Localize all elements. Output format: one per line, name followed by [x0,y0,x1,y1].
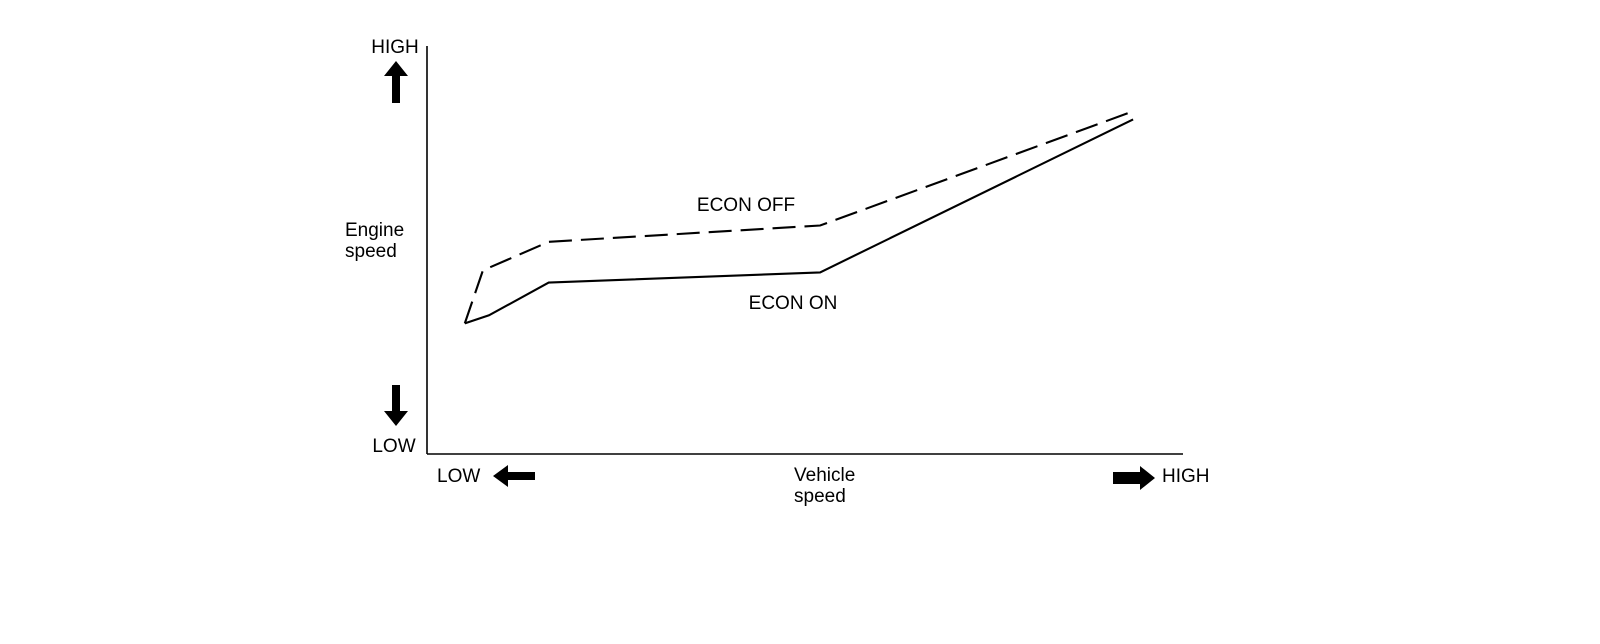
arrow-down-icon [384,385,408,426]
y-axis-title-line-2: speed [345,241,397,262]
series-econ-off-line [463,110,1134,324]
y-axis-low-label: LOW [372,436,415,457]
y-axis-high-label: HIGH [371,37,419,58]
series-econ-on-line [464,118,1134,325]
arrow-left-icon [493,465,535,487]
series-econ-off-label: ECON OFF [697,195,795,216]
series-econ-on-label: ECON ON [749,293,838,314]
x-axis-high-label: HIGH [1162,466,1210,487]
y-axis-title-line-1: Engine [345,220,404,241]
x-axis-title-line-1: Vehicle [794,465,855,486]
x-axis-title-line-2: speed [794,486,846,507]
arrow-right-icon [1113,466,1155,490]
arrow-up-icon [384,61,408,103]
x-axis-low-label: LOW [437,466,480,487]
